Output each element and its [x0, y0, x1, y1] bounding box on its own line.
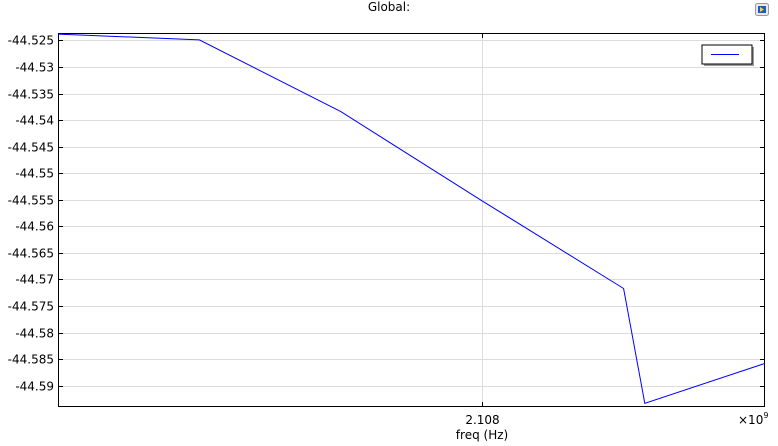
y-tick-label: -44.525	[8, 34, 54, 48]
x-multiplier-base: ×10	[738, 413, 763, 427]
legend	[701, 44, 754, 66]
x-multiplier-exponent: 9	[763, 411, 768, 420]
data-export-icon[interactable]	[755, 3, 769, 16]
y-tick-label: -44.58	[15, 327, 54, 341]
grid	[58, 33, 765, 407]
chart-title: Global:	[367, 0, 411, 14]
x-axis: 2.108	[465, 33, 500, 427]
y-tick-label: -44.565	[8, 247, 54, 261]
y-tick-label: -44.535	[8, 88, 54, 102]
y-tick-label: -44.56	[15, 220, 54, 234]
x-axis-label: freq (Hz)	[456, 428, 508, 442]
series-line	[57, 33, 766, 404]
y-tick-label: -44.555	[8, 194, 54, 208]
y-tick-label: -44.545	[8, 141, 54, 155]
y-tick-label: -44.57	[15, 273, 54, 287]
y-tick-label: -44.55	[15, 167, 54, 181]
y-tick-label: -44.54	[15, 114, 54, 128]
x-multiplier: ×109	[738, 411, 768, 427]
y-tick-label: -44.59	[15, 380, 54, 394]
y-tick-label: -44.585	[8, 353, 54, 367]
y-tick-label: -44.53	[15, 61, 54, 75]
x-tick-label: 2.108	[465, 413, 499, 427]
y-tick-label: -44.575	[8, 300, 54, 314]
series-group	[57, 33, 766, 404]
plot-frame	[58, 33, 765, 407]
y-axis: -44.525 -44.53 -44.535 -44.54 -44.545 -44.55 -…	[8, 34, 765, 394]
